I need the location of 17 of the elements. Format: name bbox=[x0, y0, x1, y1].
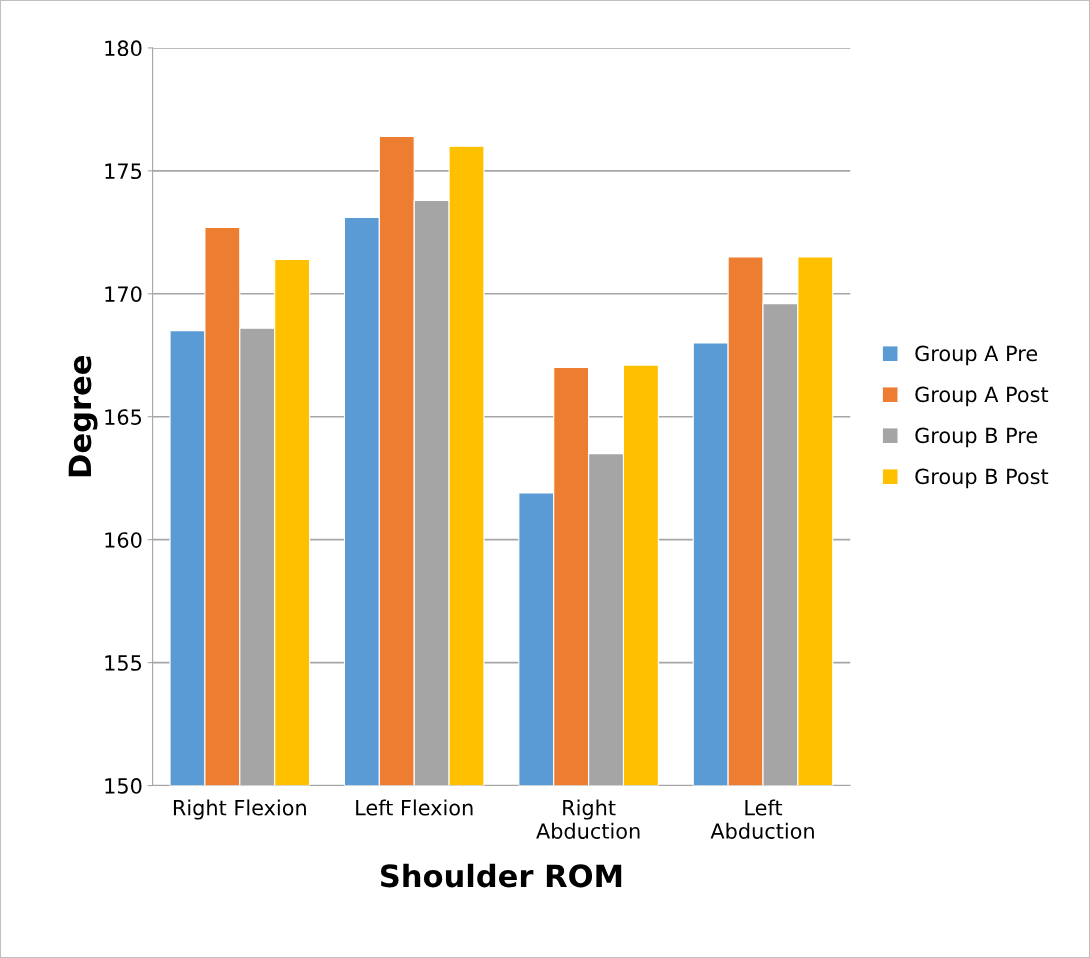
legend-label: Group A Pre bbox=[915, 345, 1038, 366]
x-tick-label: Left Flexion bbox=[356, 799, 473, 816]
y-tick-label: 165 bbox=[105, 409, 142, 425]
x-tick-label: Left Abduction bbox=[710, 799, 814, 839]
y-tick-label: 175 bbox=[105, 163, 142, 180]
legend-label: Group A Post bbox=[915, 386, 1049, 407]
y-tick-label: 170 bbox=[105, 286, 142, 302]
y-tick-label: 180 bbox=[105, 40, 142, 57]
y-tick-label: 155 bbox=[105, 655, 142, 671]
x-tick-label: Right Flexion bbox=[173, 799, 306, 820]
y-tick-label: 160 bbox=[105, 532, 142, 548]
x-tick-label: Right Abduction bbox=[536, 799, 640, 839]
legend-label: Group B Pre bbox=[915, 427, 1038, 448]
y-axis-title: Degree bbox=[68, 355, 98, 477]
x-axis-title: Shoulder ROM bbox=[381, 863, 622, 888]
legend-label: Group B Post bbox=[915, 468, 1049, 489]
y-tick-label: 150 bbox=[105, 778, 142, 794]
